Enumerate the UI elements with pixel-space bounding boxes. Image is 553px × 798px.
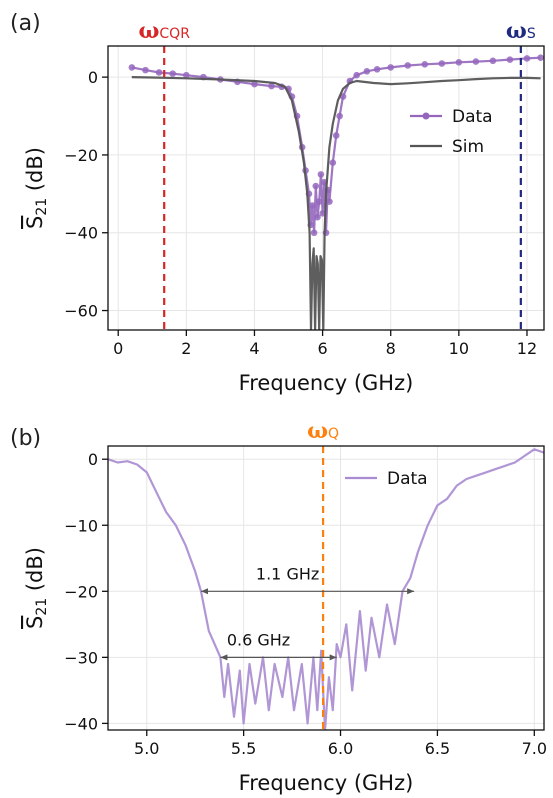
panel-b: (b) 5.0 5.5 6.0 6.5 7.0 0 −10 −20 −30 −40 Frequency… (10, 418, 547, 795)
data-point (309, 202, 316, 209)
y-tick-label: −30 (64, 648, 98, 667)
y-tick-label: −40 (64, 224, 98, 243)
data-point (438, 60, 446, 67)
y-tick-label: −20 (64, 582, 98, 601)
plot-area (108, 448, 544, 730)
reference-line-label: ωCQR (138, 18, 190, 44)
arrow-left-icon (201, 588, 209, 595)
x-tick-label: 6 (318, 339, 328, 358)
data-point (312, 182, 320, 190)
data-point (373, 66, 381, 73)
data-point (472, 58, 480, 65)
data-point (326, 198, 333, 205)
x-tick-label: 0 (113, 339, 123, 358)
data-point (310, 229, 318, 237)
y-axis-label: S21 (dB) (23, 147, 50, 229)
data-point (537, 54, 544, 61)
data-point (506, 56, 514, 63)
data-point (128, 64, 136, 71)
data-point (336, 112, 343, 120)
data-point (314, 213, 321, 221)
x-tick-label: 7.0 (522, 739, 547, 758)
x-tick-label: 6.0 (328, 739, 353, 758)
y-axis-label: S21 (dB) (23, 547, 50, 629)
series-line-data (108, 448, 544, 730)
data-point (363, 67, 371, 75)
data-point (523, 55, 531, 62)
y-tick-label: −20 (64, 146, 98, 165)
bandwidth-label: 0.6 GHz (227, 630, 290, 649)
arrow-right-icon (329, 654, 337, 661)
data-point (169, 70, 177, 77)
plot-frame (107, 445, 545, 731)
legend-entry: Data (387, 469, 428, 489)
x-axis-label: Frequency (GHz) (239, 771, 414, 795)
series-line-sim (131, 76, 541, 330)
data-point (489, 57, 497, 65)
panel-a: (a) 0 2 4 6 8 10 12 0 −20 −40 −60 Frequency (GHz) S21… (10, 11, 545, 395)
data-point (155, 69, 163, 76)
arrow-left-icon (220, 654, 228, 661)
plot-frame (107, 45, 545, 331)
plot-area (128, 54, 544, 330)
x-tick-label: 12 (517, 339, 537, 358)
data-point (183, 71, 190, 79)
reference-line-label: ωQ (307, 418, 339, 444)
data-point (387, 64, 395, 71)
data-point (353, 71, 360, 79)
legend-entry: Data (452, 107, 493, 127)
reference-line-label: ωS (506, 18, 536, 44)
x-tick-label: 5.0 (134, 739, 159, 758)
panel-label: (b) (10, 426, 41, 451)
data-point (329, 159, 337, 167)
y-tick-label: −10 (64, 516, 98, 535)
y-tick-label: −40 (64, 714, 98, 733)
bandwidth-label: 1.1 GHz (256, 564, 319, 583)
data-point (142, 66, 149, 74)
data-point (332, 132, 340, 139)
legend-entry: Sim (452, 137, 484, 157)
x-tick-label: 8 (386, 339, 396, 358)
data-point (251, 80, 258, 88)
legend: Data Sim (410, 107, 493, 157)
x-tick-label: 5.5 (231, 739, 256, 758)
arrow-right-icon (407, 588, 415, 595)
y-tick-label: 0 (88, 68, 98, 87)
x-axis-label: Frequency (GHz) (239, 371, 414, 395)
data-point (317, 171, 325, 178)
y-tick-label: −60 (64, 302, 98, 321)
panel-label: (a) (10, 11, 41, 36)
x-tick-label: 6.5 (425, 739, 450, 758)
data-point (404, 62, 412, 69)
legend: Data (345, 469, 428, 489)
x-tick-label: 4 (249, 339, 259, 358)
y-tick-label: 0 (88, 450, 98, 469)
data-point (455, 59, 463, 66)
data-point (315, 198, 323, 205)
data-point (421, 60, 429, 68)
x-tick-label: 10 (449, 339, 469, 358)
data-point (268, 82, 275, 90)
x-tick-label: 2 (181, 339, 191, 358)
legend-marker (422, 112, 430, 120)
